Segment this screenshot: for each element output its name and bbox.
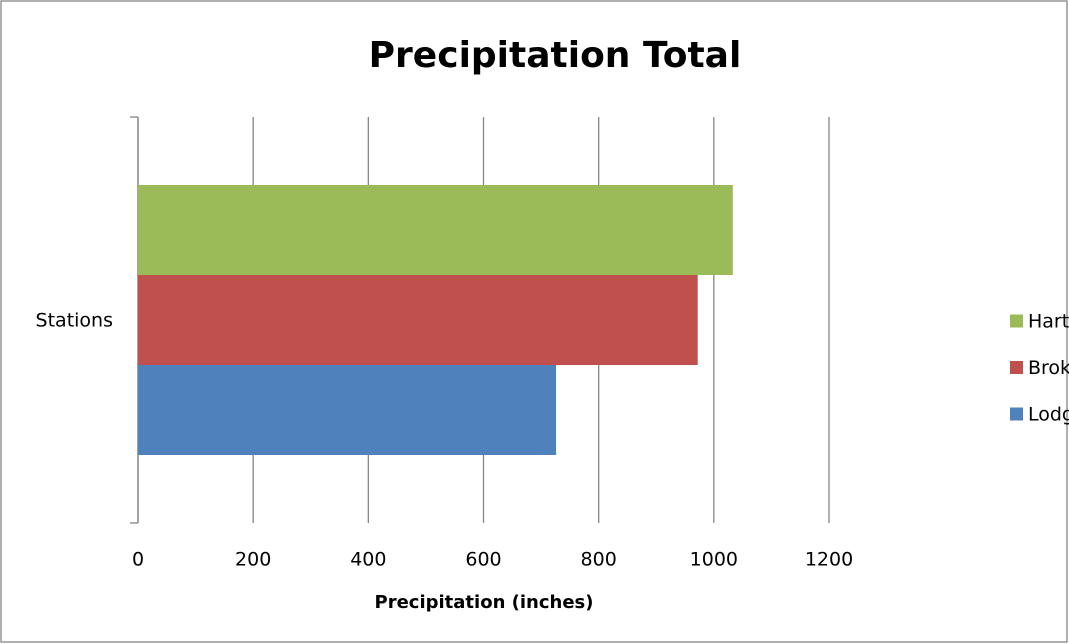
bar xyxy=(138,185,733,276)
legend-swatch xyxy=(1010,314,1023,328)
x-tick-label: 800 xyxy=(581,549,617,571)
legend-swatch xyxy=(1010,361,1023,374)
x-tick-label: 200 xyxy=(235,549,271,571)
y-tick-label: Stations xyxy=(36,310,113,332)
x-tick-label: 400 xyxy=(350,549,386,571)
bar xyxy=(138,275,698,365)
legend-label: Lodgepole xyxy=(1028,404,1069,426)
x-axis-title: Precipitation (inches) xyxy=(375,592,594,613)
x-tick-label: 0 xyxy=(132,549,144,571)
bar xyxy=(138,364,557,455)
x-tick-label: 1000 xyxy=(690,549,738,571)
legend-label: Broken Bow xyxy=(1028,357,1069,379)
legend-swatch xyxy=(1010,407,1023,421)
chart-title: Precipitation Total xyxy=(369,35,742,76)
legend-label: Hartington xyxy=(1028,311,1069,333)
x-tick-label: 600 xyxy=(465,549,501,571)
x-tick-label: 1200 xyxy=(805,549,853,571)
